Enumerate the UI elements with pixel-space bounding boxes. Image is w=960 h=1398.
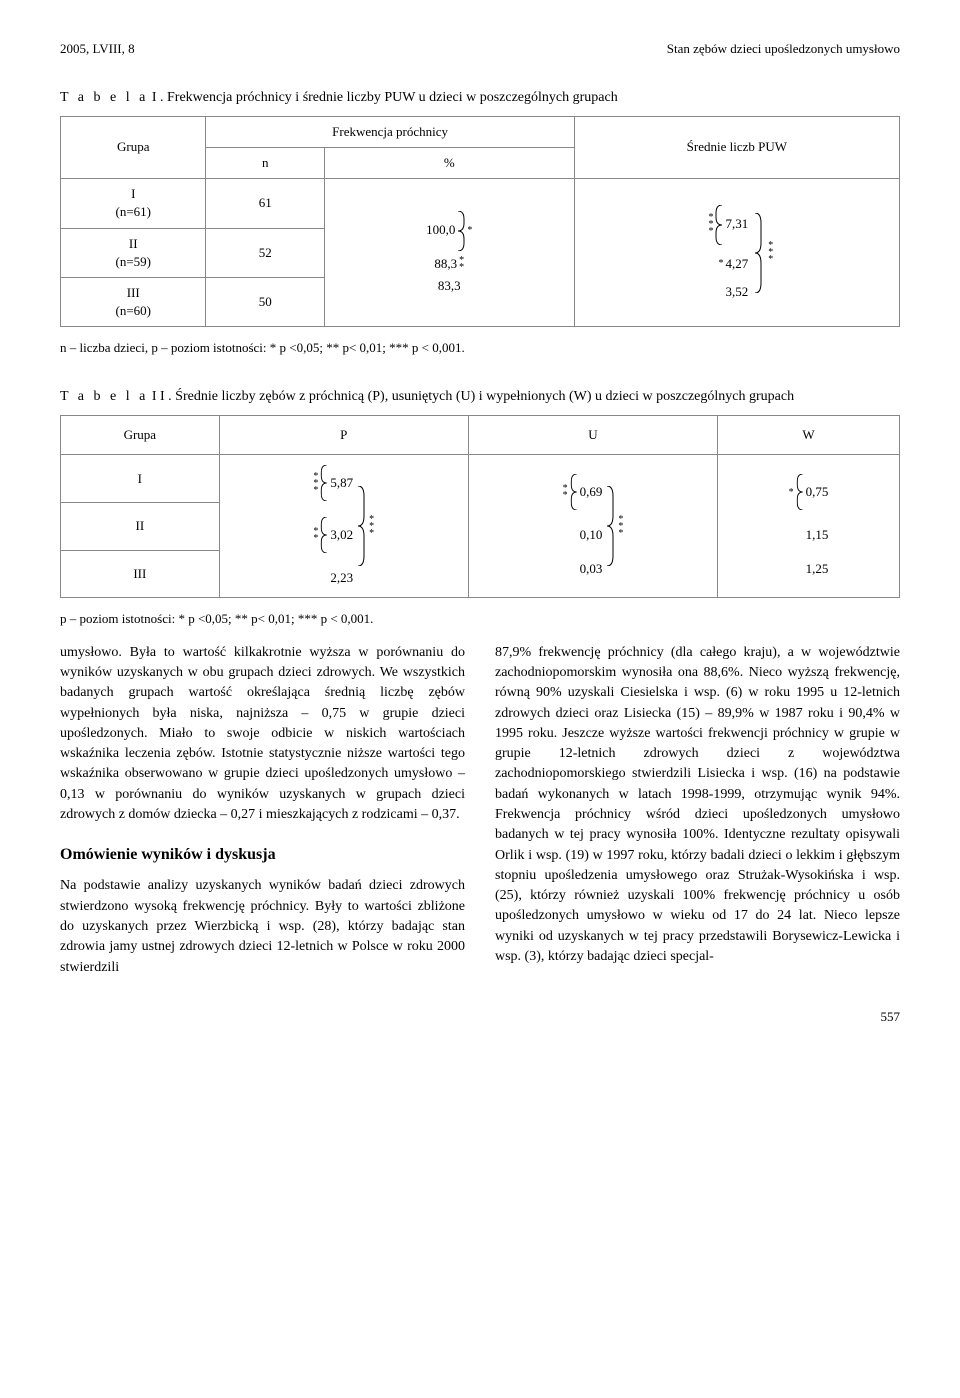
table2-cell-p: 5,87 xyxy=(330,474,353,492)
asterisk-icon: * xyxy=(467,227,472,234)
table1-cell-grupa: III (n=60) xyxy=(61,277,206,326)
table1-cell-pct: 88,3 xyxy=(434,255,457,273)
table2-col-w: W xyxy=(718,416,900,455)
table2-cell-grupa: I xyxy=(61,455,220,503)
table-row: I (n=61) 61 100,0 * 88,3 ** 83,3 xyxy=(61,179,900,228)
bracket-icon xyxy=(796,474,804,510)
table1-cell-puw-group: *** 7,31 * 4,27 3,52 *** xyxy=(574,179,899,327)
table2-cell-w: 1,25 xyxy=(806,560,829,578)
bracket-icon xyxy=(754,213,762,293)
table1-note: n – liczba dzieci, p – poziom istotności… xyxy=(60,339,900,357)
asterisk-icon: *** xyxy=(768,242,773,263)
table1-cell-pct: 100,0 xyxy=(426,221,455,239)
table2-caption-prefix: T a b e l a xyxy=(60,389,148,404)
right-column: 87,9% frekwencję próchnicy (dla całego k… xyxy=(495,643,900,978)
table1-caption-prefix: T a b e l a xyxy=(60,90,148,105)
table1-cell-grupa: I (n=61) xyxy=(61,179,206,228)
table2: Grupa P U W I *** 5,87 ** 3,02 xyxy=(60,415,900,598)
table-row: I *** 5,87 ** 3,02 2,23 xyxy=(61,455,900,503)
table1-cell-puw: 4,27 xyxy=(725,255,748,273)
table1-caption-text: Frekwencja próchnicy i średnie liczby PU… xyxy=(167,90,618,105)
table1-col-frek: Frekwencja próchnicy xyxy=(206,116,574,147)
left-column: umysłowo. Była to wartość kilkakrotnie w… xyxy=(60,643,465,978)
table1-cell-n: 52 xyxy=(206,228,324,277)
table2-col-p: P xyxy=(219,416,468,455)
bracket-icon xyxy=(457,211,465,251)
asterisk-icon: ** xyxy=(313,528,318,542)
table2-cell-u: 0,69 xyxy=(580,483,603,501)
bracket-icon xyxy=(357,486,365,566)
asterisk-icon: *** xyxy=(708,214,713,235)
table2-caption-num: I I . xyxy=(152,389,172,404)
section-heading: Omówienie wyników i dyskusja xyxy=(60,843,465,866)
table1-caption: T a b e l a I . Frekwencja próchnicy i ś… xyxy=(60,88,900,108)
table2-cell-p: 3,02 xyxy=(330,526,353,544)
table2-col-grupa: Grupa xyxy=(61,416,220,455)
page-header: 2005, LVIII, 8 Stan zębów dzieci upośled… xyxy=(60,40,900,58)
table1-col-puw: Średnie liczb PUW xyxy=(574,116,899,178)
table1-caption-num: I . xyxy=(152,90,164,105)
asterisk-icon: * xyxy=(718,260,723,267)
table2-cell-w-group: * 0,75 1,15 1,25 xyxy=(718,455,900,598)
table1-cell-puw: 3,52 xyxy=(725,283,748,301)
table2-cell-u-group: ** 0,69 0,10 0,03 *** xyxy=(468,455,717,598)
header-left: 2005, LVIII, 8 xyxy=(60,40,135,58)
table1-cell-puw: 7,31 xyxy=(725,215,748,233)
table1-col-pct: % xyxy=(324,147,574,178)
table1: Grupa Frekwencja próchnicy Średnie liczb… xyxy=(60,116,900,328)
table2-col-u: U xyxy=(468,416,717,455)
table1-cell-grupa: II (n=59) xyxy=(61,228,206,277)
header-right: Stan zębów dzieci upośledzonych umysłowo xyxy=(667,40,900,58)
table2-cell-w: 1,15 xyxy=(806,526,829,544)
table2-cell-u: 0,10 xyxy=(580,526,603,544)
asterisk-icon: *** xyxy=(313,473,318,494)
table1-col-grupa: Grupa xyxy=(61,116,206,178)
table1-cell-n: 61 xyxy=(206,179,324,228)
bracket-icon xyxy=(715,205,723,245)
table2-cell-grupa: II xyxy=(61,502,220,550)
asterisk-icon: *** xyxy=(618,516,623,537)
table1-cell-pct: 83,3 xyxy=(438,277,461,295)
table2-note: p – poziom istotności: * p <0,05; ** p< … xyxy=(60,610,900,628)
table1-cell-n: 50 xyxy=(206,277,324,326)
bracket-icon xyxy=(320,517,328,553)
bracket-icon xyxy=(606,486,614,566)
body-columns: umysłowo. Była to wartość kilkakrotnie w… xyxy=(60,643,900,978)
table2-cell-grupa: III xyxy=(61,550,220,598)
body-text: Na podstawie analizy uzyskanych wyników … xyxy=(60,878,465,974)
asterisk-icon: ** xyxy=(563,485,568,499)
body-paragraph: 87,9% frekwencję próchnicy (dla całego k… xyxy=(495,643,900,968)
body-paragraph: umysłowo. Była to wartość kilkakrotnie w… xyxy=(60,643,465,826)
asterisk-icon: *** xyxy=(369,516,374,537)
table1-cell-pct-group: 100,0 * 88,3 ** 83,3 xyxy=(324,179,574,327)
asterisk-icon: ** xyxy=(459,257,464,271)
table2-caption: T a b e l a I I . Średnie liczby zębów z… xyxy=(60,387,900,407)
table1-col-n: n xyxy=(206,147,324,178)
bracket-icon xyxy=(570,474,578,510)
asterisk-icon: * xyxy=(789,489,794,496)
table2-caption-text: Średnie liczby zębów z próchnicą (P), us… xyxy=(175,389,794,404)
bracket-icon xyxy=(320,465,328,501)
table2-cell-u: 0,03 xyxy=(580,560,603,578)
table2-cell-w: 0,75 xyxy=(806,483,829,501)
table2-cell-p: 2,23 xyxy=(330,569,353,587)
table2-cell-p-group: *** 5,87 ** 3,02 2,23 *** xyxy=(219,455,468,598)
body-paragraph: Na podstawie analizy uzyskanych wyników … xyxy=(60,876,465,977)
page-number: 557 xyxy=(60,1008,900,1026)
